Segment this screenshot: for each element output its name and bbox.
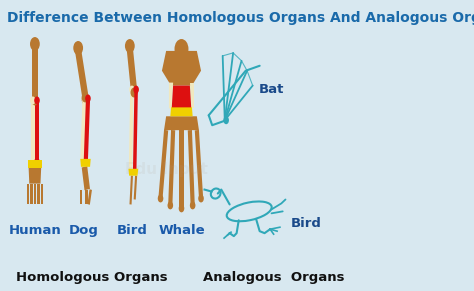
Text: Bat: Bat (258, 83, 283, 96)
Polygon shape (28, 168, 41, 184)
Polygon shape (35, 102, 39, 160)
Polygon shape (172, 86, 191, 108)
Polygon shape (179, 130, 183, 207)
Circle shape (82, 93, 89, 102)
Circle shape (30, 37, 40, 51)
Polygon shape (75, 50, 88, 96)
Circle shape (190, 201, 195, 210)
Polygon shape (80, 100, 87, 160)
Polygon shape (164, 116, 199, 130)
Circle shape (73, 41, 83, 55)
Circle shape (130, 88, 137, 97)
Polygon shape (34, 184, 36, 205)
Polygon shape (32, 46, 38, 100)
Text: Dog: Dog (69, 224, 99, 237)
Polygon shape (133, 91, 138, 170)
Circle shape (223, 116, 229, 124)
Circle shape (30, 97, 36, 104)
Circle shape (179, 205, 184, 212)
Circle shape (34, 158, 40, 166)
Polygon shape (158, 130, 168, 198)
Circle shape (85, 95, 91, 102)
Circle shape (82, 93, 90, 105)
Circle shape (167, 201, 173, 210)
Circle shape (30, 158, 36, 166)
Text: Analogous  Organs: Analogous Organs (203, 271, 345, 284)
Circle shape (129, 86, 135, 93)
Text: Whale: Whale (158, 224, 205, 237)
Polygon shape (28, 160, 42, 168)
Polygon shape (27, 184, 29, 205)
Circle shape (198, 194, 204, 203)
Polygon shape (82, 166, 90, 190)
Polygon shape (134, 175, 137, 200)
Polygon shape (128, 169, 138, 176)
Circle shape (174, 39, 189, 59)
Polygon shape (162, 51, 201, 86)
Polygon shape (169, 83, 173, 108)
Polygon shape (80, 159, 91, 167)
Text: Bird: Bird (117, 224, 148, 237)
Text: Human: Human (9, 224, 61, 237)
Polygon shape (85, 189, 88, 205)
Text: Bird: Bird (291, 217, 322, 230)
Polygon shape (127, 48, 137, 91)
Polygon shape (37, 184, 40, 205)
Circle shape (125, 39, 135, 53)
Polygon shape (41, 184, 43, 205)
Circle shape (158, 194, 164, 203)
Polygon shape (190, 83, 194, 108)
Polygon shape (195, 130, 203, 198)
Polygon shape (129, 91, 134, 170)
Text: Difference Between Homologous Organs And Analogous Organs: Difference Between Homologous Organs And… (7, 11, 474, 25)
Text: Homologous Organs: Homologous Organs (16, 271, 168, 284)
Polygon shape (170, 107, 192, 116)
Text: Edu Input: Edu Input (126, 162, 208, 177)
Polygon shape (30, 184, 33, 205)
Polygon shape (168, 130, 175, 205)
Polygon shape (84, 100, 90, 160)
Circle shape (133, 86, 139, 93)
Circle shape (31, 95, 38, 105)
Circle shape (34, 97, 40, 104)
Polygon shape (31, 102, 35, 160)
Polygon shape (87, 189, 92, 205)
Circle shape (82, 95, 87, 102)
Polygon shape (188, 130, 195, 205)
Polygon shape (80, 189, 82, 205)
Polygon shape (129, 175, 133, 205)
